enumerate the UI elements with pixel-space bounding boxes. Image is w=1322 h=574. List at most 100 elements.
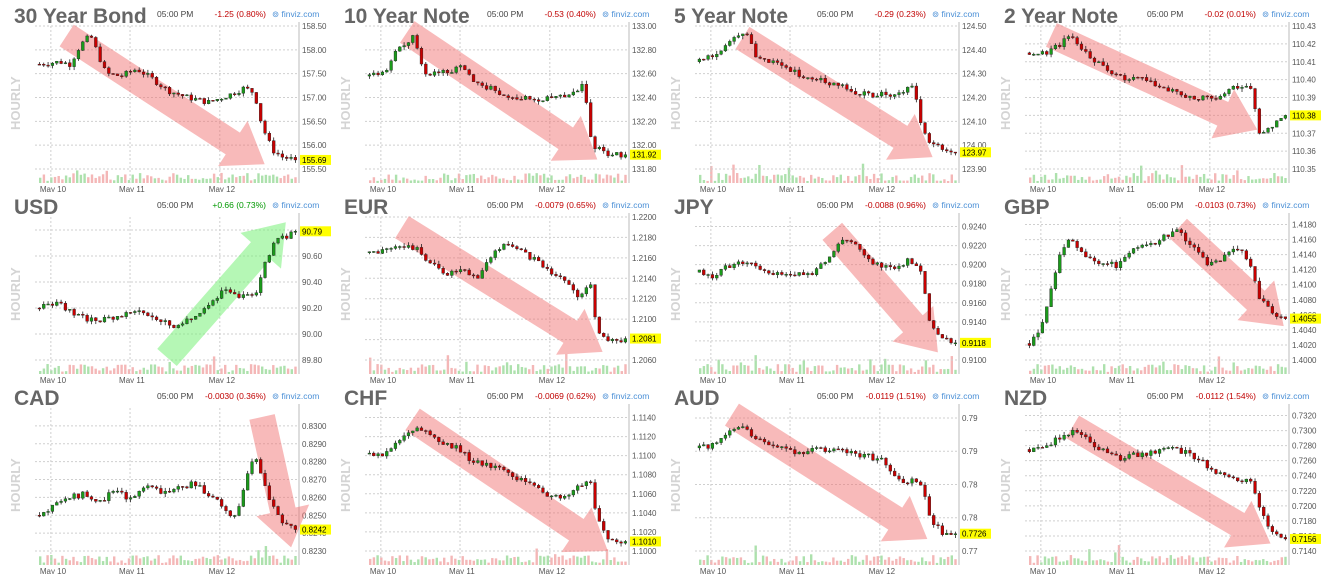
candle-body (1170, 447, 1175, 449)
volume-bar (268, 175, 271, 183)
candle-body (1205, 460, 1209, 469)
volume-bar (780, 558, 783, 565)
candle-body (940, 334, 944, 339)
candle-body (133, 69, 137, 72)
candle-body (793, 274, 797, 277)
chart-title: 2 Year Note (1004, 5, 1119, 28)
volume-bar (561, 179, 564, 183)
volume-bar (542, 173, 546, 183)
volume-bar (227, 177, 231, 183)
candle-body (81, 41, 85, 51)
volume-bar (105, 556, 108, 565)
candle-body (1032, 54, 1036, 56)
candle-body (801, 76, 806, 79)
volume-bar (824, 561, 828, 565)
candle-body (741, 33, 745, 36)
source-link[interactable]: ⊚ finviz.com (932, 391, 979, 402)
source-link[interactable]: ⊚ finviz.com (272, 9, 319, 20)
volume-bar (1225, 558, 1228, 565)
candle-body (862, 91, 866, 96)
candle-body (1144, 244, 1149, 247)
volume-bar (943, 559, 946, 565)
volume-bar (491, 370, 494, 374)
source-link[interactable]: ⊚ finviz.com (602, 9, 649, 20)
source-link[interactable]: ⊚ finviz.com (272, 391, 319, 402)
source-link[interactable]: ⊚ finviz.com (932, 200, 979, 211)
x-tick-label: May 12 (209, 567, 236, 574)
source-link[interactable]: ⊚ finviz.com (1262, 9, 1309, 20)
candle-body (1053, 437, 1058, 446)
volume-bar (150, 176, 153, 183)
candle-body (793, 69, 797, 72)
volume-bar (932, 174, 935, 183)
volume-bar (127, 180, 131, 183)
source-link[interactable]: ⊚ finviz.com (272, 200, 319, 211)
candle-body (537, 485, 541, 489)
candle-body (888, 464, 892, 472)
candle-body (85, 315, 89, 322)
candle-body (623, 154, 627, 158)
candle-body (589, 481, 593, 483)
candle-body (1205, 95, 1209, 98)
volume-bar (468, 174, 472, 183)
candle-body (1266, 300, 1270, 307)
volume-bar (572, 555, 575, 565)
candle-body (250, 461, 254, 474)
chart-panel: 0.91000.91200.91400.91600.91800.92000.92… (662, 192, 992, 383)
candle-body (1184, 232, 1188, 242)
candle-body (246, 86, 250, 89)
candle-body (784, 274, 788, 276)
volume-bar (494, 367, 498, 374)
candle-body (493, 250, 497, 258)
last-price-label: 110.38 (1292, 111, 1316, 120)
volume-bar (550, 175, 553, 183)
last-price-label: 0.8242 (302, 526, 327, 535)
volume-bar (72, 556, 75, 565)
volume-bar (142, 367, 145, 374)
candle-body (293, 231, 297, 233)
volume-bar (620, 180, 623, 183)
candle-body (1049, 48, 1053, 55)
volume-bar (568, 558, 572, 565)
volume-bar (946, 180, 950, 183)
volume-bar (761, 175, 765, 183)
candle-body (897, 475, 901, 480)
volume-bar (1191, 178, 1195, 183)
candle-body (1188, 95, 1192, 98)
volume-bar (283, 175, 286, 183)
last-price-tag (300, 524, 331, 535)
candle-body (237, 506, 241, 516)
change-label: -0.0103 (0.73%) (1195, 200, 1256, 210)
volume-bar (898, 556, 902, 565)
source-link[interactable]: ⊚ finviz.com (932, 9, 979, 20)
candle-body (1253, 88, 1257, 110)
y-tick-label: 110.35 (1292, 165, 1316, 174)
candle-body (98, 500, 102, 502)
candle-body (914, 85, 918, 100)
volume-bar (572, 178, 575, 183)
source-link[interactable]: ⊚ finviz.com (602, 200, 649, 211)
candle-body (702, 444, 706, 447)
volume-bar (424, 557, 427, 565)
candle-body (1110, 261, 1114, 264)
volume-bar (220, 559, 223, 565)
finviz-icon: ⊚ (1262, 391, 1272, 401)
volume-bar (1180, 165, 1184, 183)
volume-bar (605, 365, 609, 374)
candle-body (519, 98, 523, 101)
candle-body (1231, 248, 1235, 253)
volume-bar (587, 555, 590, 565)
source-link[interactable]: ⊚ finviz.com (602, 391, 649, 402)
x-tick-label: May 12 (869, 567, 896, 574)
source-link[interactable]: ⊚ finviz.com (1262, 391, 1309, 402)
candle-body (845, 84, 849, 90)
change-label: -0.0119 (1.51%) (865, 391, 926, 401)
volume-bar (950, 555, 953, 565)
candle-body (1084, 434, 1088, 438)
candle-body (280, 153, 284, 158)
y-tick-label: 1.1140 (632, 414, 656, 423)
source-link[interactable]: ⊚ finviz.com (1262, 200, 1309, 211)
chart-svg: 110.35110.36110.37110.38110.39110.40110.… (998, 22, 1321, 192)
volume-bar (598, 368, 601, 374)
volume-bar (242, 561, 245, 565)
